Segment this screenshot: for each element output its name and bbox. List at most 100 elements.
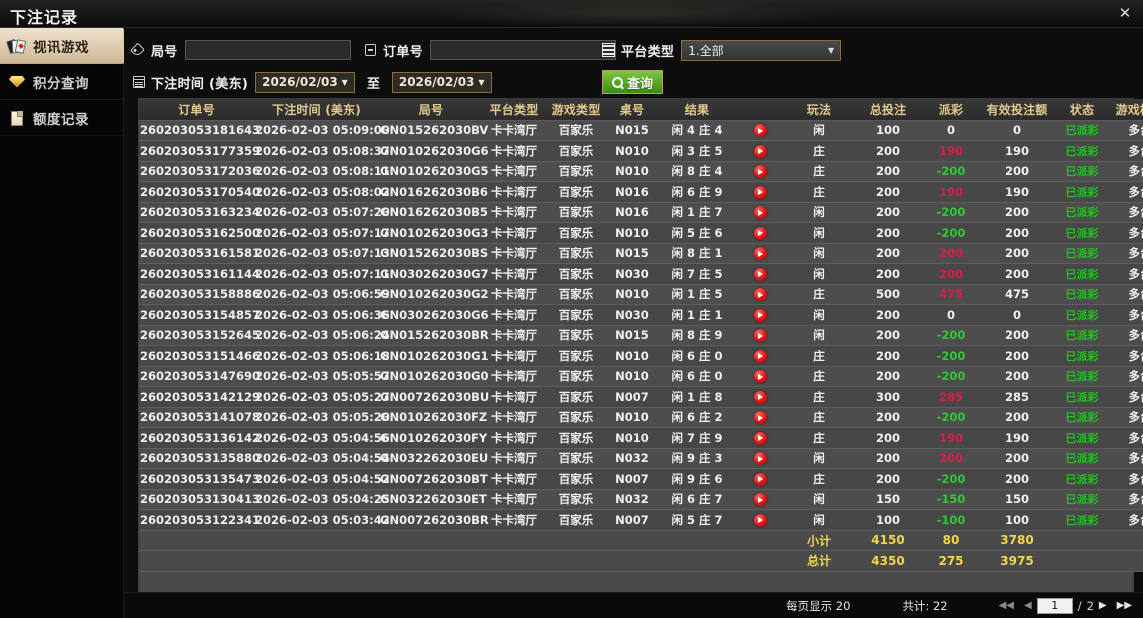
- cell-status: 已派彩: [1053, 243, 1111, 264]
- search-button[interactable]: 查询: [602, 70, 664, 94]
- next-page-button[interactable]: ▶: [1098, 600, 1107, 611]
- round-no-group: 局号: [130, 34, 351, 66]
- table-row[interactable]: 260203053158886 2026-02-03 05:06:59 GN0102…: [139, 284, 1143, 305]
- column-header-total-bet[interactable]: 总投注: [855, 99, 921, 121]
- chevron-down-icon: ▼: [828, 45, 835, 55]
- cell-game-mode: 多台: [1111, 386, 1143, 408]
- cell-result: 闲 5 庄 6: [657, 222, 737, 244]
- table-row[interactable]: 260203053154857 2026-02-03 05:06:36 GN0302…: [139, 304, 1143, 326]
- column-header-replay: [737, 99, 783, 121]
- cell-game-mode: 多台: [1111, 304, 1143, 326]
- column-header-result[interactable]: 结果: [657, 99, 737, 121]
- play-video-icon[interactable]: [753, 206, 767, 220]
- table-row[interactable]: 260203053135473 2026-02-03 05:04:52 GN0072…: [139, 468, 1143, 490]
- bet-time-to-datepicker[interactable]: 2026/02/03 ▼: [391, 71, 492, 93]
- play-video-icon[interactable]: [753, 411, 767, 425]
- round-no-input[interactable]: [184, 40, 351, 60]
- table-row[interactable]: 260203053162500 2026-02-03 05:07:17 GN0102…: [139, 222, 1143, 244]
- table-row[interactable]: 260203053161581 2026-02-03 05:07:13 GN0152…: [139, 243, 1143, 264]
- cell-result: 闲 5 庄 7: [657, 509, 737, 531]
- cell-valid-bet: 200: [981, 468, 1053, 490]
- order-no-group: 订单号: [364, 34, 616, 66]
- play-video-icon[interactable]: [753, 288, 767, 302]
- cell-status: 已派彩: [1053, 366, 1111, 387]
- table-row[interactable]: 260203053136142 2026-02-03 05:04:56 GN0102…: [139, 427, 1143, 449]
- column-header-table-no[interactable]: 桌号: [607, 99, 657, 121]
- play-video-icon[interactable]: [753, 452, 767, 466]
- play-video-icon[interactable]: [753, 513, 767, 527]
- platform-type-select[interactable]: 1.全部 ▼: [681, 39, 842, 61]
- play-video-icon[interactable]: [753, 349, 767, 363]
- table-row[interactable]: 260203053172036 2026-02-03 05:08:11 GN0102…: [139, 161, 1143, 182]
- table-row[interactable]: 260203053161144 2026-02-03 05:07:11 GN0302…: [139, 263, 1143, 285]
- column-header-status[interactable]: 状态: [1053, 99, 1111, 121]
- column-header-game-type[interactable]: 游戏类型: [545, 99, 607, 121]
- first-page-button[interactable]: ◀◀: [998, 600, 1014, 611]
- platform-type-label: 平台类型: [621, 44, 675, 60]
- column-header-valid-bet[interactable]: 有效投注额: [981, 99, 1053, 121]
- cell-empty: [379, 550, 483, 572]
- cell-game-mode: 多台: [1111, 284, 1143, 305]
- cell-result: 闲 7 庄 9: [657, 427, 737, 449]
- column-header-bet-time[interactable]: 下注时间 (美东): [254, 99, 379, 121]
- cell-summary-label: 总计: [783, 550, 855, 572]
- sidebar-item-points-query[interactable]: 积分查询: [0, 64, 123, 100]
- cell-status: 已派彩: [1053, 263, 1111, 285]
- cell-replay: [737, 202, 783, 223]
- table-row[interactable]: 260203053141078 2026-02-03 05:05:20 GN0102…: [139, 407, 1143, 428]
- cell-game-type: 百家乐: [545, 489, 607, 510]
- play-video-icon[interactable]: [753, 165, 767, 179]
- play-video-icon[interactable]: [753, 329, 767, 343]
- table-row[interactable]: 260203053177359 2026-02-03 05:08:37 GN0102…: [139, 140, 1143, 162]
- play-video-icon[interactable]: [753, 185, 767, 199]
- table-row[interactable]: 260203053147690 2026-02-03 05:05:57 GN0102…: [139, 366, 1143, 387]
- last-page-button[interactable]: ▶▶: [1116, 600, 1132, 611]
- play-video-icon[interactable]: [753, 472, 767, 486]
- play-video-icon[interactable]: [753, 431, 767, 445]
- play-video-icon[interactable]: [753, 370, 767, 384]
- play-video-icon[interactable]: [753, 247, 767, 261]
- table-row[interactable]: 260203053181643 2026-02-03 05:09:00 GN0152…: [139, 120, 1143, 141]
- close-icon[interactable]: ✕: [1118, 4, 1132, 22]
- sidebar-item-live-games[interactable]: 视讯游戏: [0, 28, 133, 64]
- column-header-order-no[interactable]: 订单号: [139, 99, 254, 121]
- order-no-input[interactable]: [429, 40, 616, 60]
- table-row[interactable]: 260203053142129 2026-02-03 05:05:27 GN0072…: [139, 386, 1143, 408]
- cell-status: 已派彩: [1053, 407, 1111, 428]
- table-row[interactable]: 260203053135880 2026-02-03 05:04:54 GN0322…: [139, 448, 1143, 469]
- cell-result: 闲 6 庄 2: [657, 407, 737, 428]
- column-header-game-mode[interactable]: 游戏模式: [1111, 99, 1143, 121]
- column-header-payout[interactable]: 派彩: [921, 99, 981, 121]
- play-video-icon[interactable]: [753, 390, 767, 404]
- cell-game-mode: 多台: [1111, 120, 1143, 141]
- table-row[interactable]: 260203053163234 2026-02-03 05:07:20 GN0162…: [139, 202, 1143, 223]
- cell-round-no: GN007262030BR: [379, 509, 489, 531]
- sidebar-item-credit-records[interactable]: 额度记录: [0, 100, 123, 136]
- bet-time-from-datepicker[interactable]: 2026/02/03 ▼: [255, 71, 355, 93]
- table-row[interactable]: 260203053130413 2026-02-03 05:04:25 GN0322…: [139, 489, 1143, 510]
- cell-valid-bet: 200: [981, 325, 1053, 346]
- table-row[interactable]: 260203053151466 2026-02-03 05:06:18 GN0102…: [139, 345, 1143, 367]
- page-number-input[interactable]: [1036, 597, 1073, 614]
- play-video-icon[interactable]: [753, 226, 767, 240]
- column-header-platform-type[interactable]: 平台类型: [483, 99, 545, 121]
- play-video-icon[interactable]: [753, 267, 767, 281]
- document-icon: [8, 109, 26, 127]
- table-row[interactable]: 260203053170540 2026-02-03 05:08:02 GN0162…: [139, 181, 1143, 203]
- cell-result: 闲 6 庄 0: [657, 366, 737, 387]
- cell-platform-type: 卡卡湾厅: [483, 120, 545, 141]
- play-video-icon[interactable]: [753, 493, 767, 507]
- table-row[interactable]: 260203053152645 2026-02-03 05:06:24 GN0152…: [139, 325, 1143, 346]
- table-row[interactable]: 260203053122341 2026-02-03 05:03:42 GN0072…: [139, 509, 1143, 531]
- cell-order-no: 260203053135880: [139, 448, 260, 469]
- prev-page-button[interactable]: ◀: [1024, 600, 1032, 611]
- play-video-icon[interactable]: [753, 308, 767, 322]
- table-total-row: 总计 4350 275 3975: [139, 550, 1143, 572]
- column-header-round-no[interactable]: 局号: [379, 99, 483, 121]
- cell-bet-time: 2026-02-03 05:04:56: [254, 427, 390, 449]
- cell-game-mode: 多台: [1111, 407, 1143, 428]
- play-video-icon[interactable]: [753, 124, 767, 138]
- cell-status: 已派彩: [1053, 304, 1111, 326]
- column-header-play-type[interactable]: 玩法: [783, 99, 855, 121]
- play-video-icon[interactable]: [753, 144, 767, 158]
